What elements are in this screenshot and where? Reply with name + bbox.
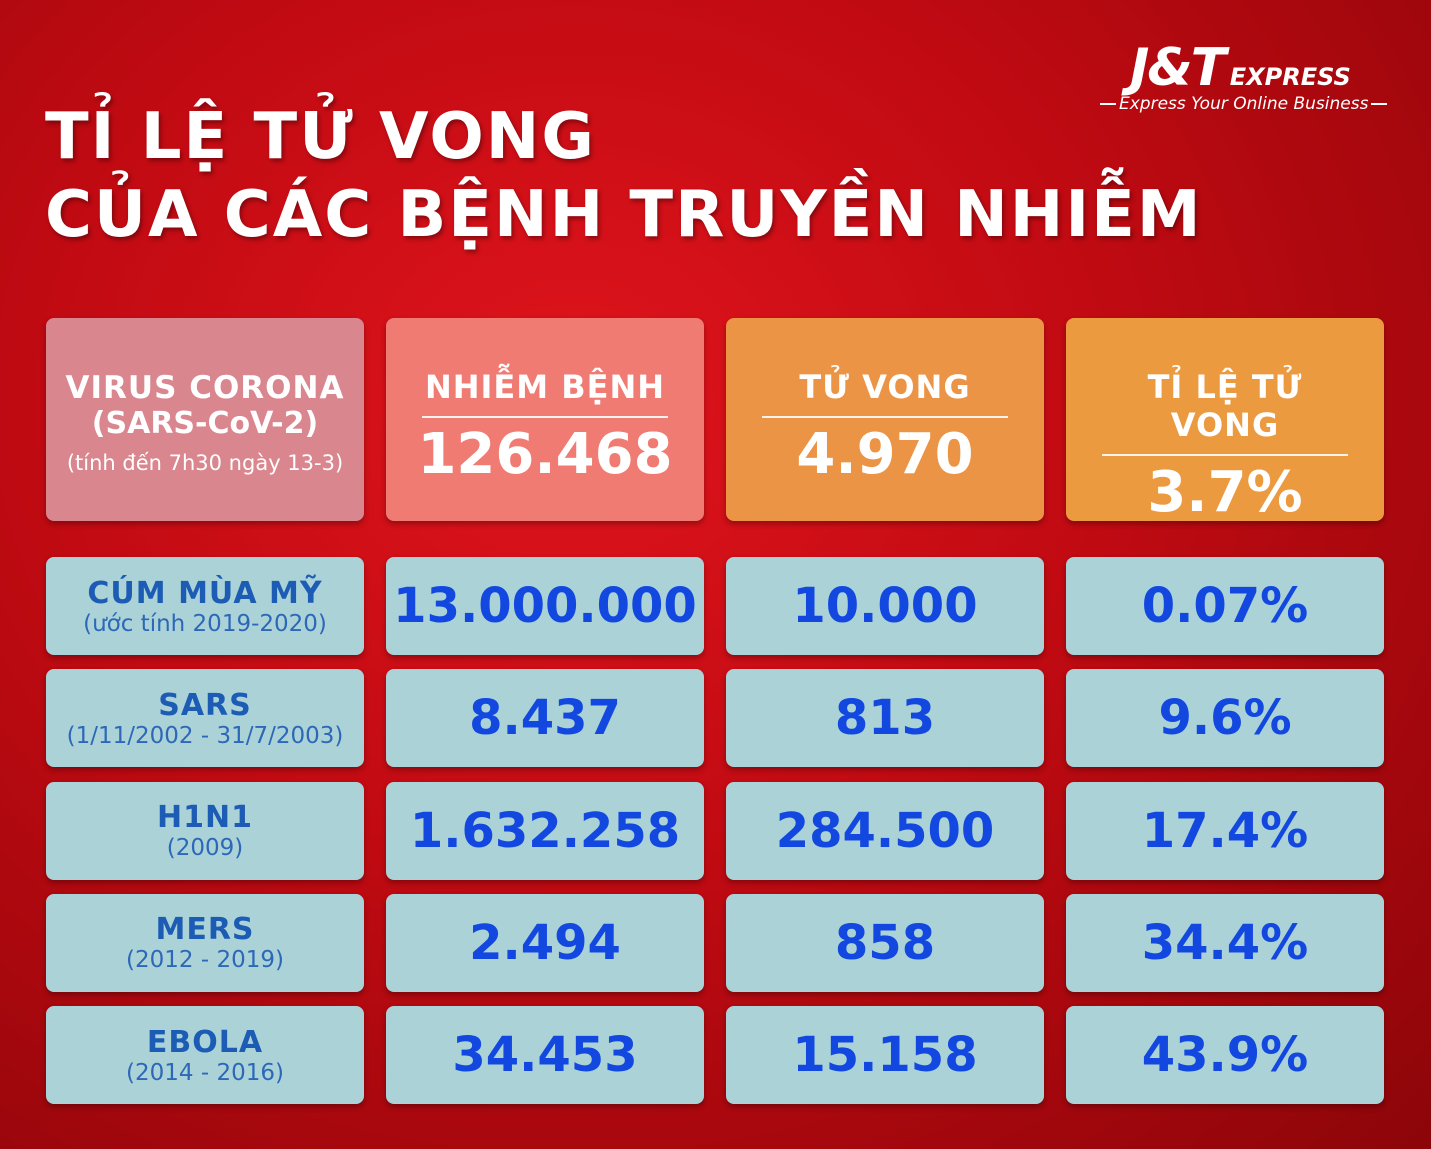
stat-card: 34.453 [386,1006,704,1105]
stat-value: 34.453 [452,1027,638,1084]
stat-card: 9.6% [1066,669,1384,768]
disease-period: (2014 - 2016) [126,1059,284,1086]
stat-card: 8.437 [386,669,704,768]
stat-value: 34.4% [1141,914,1309,971]
disease-name: H1N1 [157,800,253,836]
tagline-text: Express Your Online Business [1119,94,1369,114]
corona-name: VIRUS CORONA [65,370,345,406]
corona-stat: TỈ LỆ TỬ VONG 3.7% [1066,318,1384,525]
stat-value: 13.000.000 [393,578,697,634]
disease-card: CÚM MÙA MỸ (ước tính 2019-2020) [46,557,364,655]
disease-name: EBOLA [146,1024,264,1060]
stat-card: 284.500 [726,781,1044,880]
disease-name: SARS [158,687,252,723]
stat-value: 17.4% [1141,802,1309,859]
disease-card: SARS (1/11/2002 - 31/7/2003) [46,669,364,768]
stat-value: 0.07% [1141,578,1309,634]
corona-note: (tính đến 7h30 ngày 13-3) [66,451,344,475]
stat-label: TỬ VONG [762,368,1008,418]
corona-stat: NHIỄM BỆNH 126.468 [386,318,704,521]
stat-label: NHIỄM BỆNH [422,368,668,418]
disease-card: EBOLA (2014 - 2016) [46,1006,364,1105]
stat-value: 3.7% [1147,460,1303,525]
stat-card: 1.632.258 [386,781,704,880]
stat-value: 1.632.258 [409,802,681,859]
stat-card: 858 [726,893,1044,992]
stat-card: 15.158 [726,1006,1044,1105]
disease-name: CÚM MÙA MỸ [87,575,323,611]
stat-card: 34.4% [1066,893,1384,992]
stat-value: 813 [834,690,936,747]
disease-period: (ước tính 2019-2020) [83,610,327,637]
logo: J&T EXPRESS [1130,38,1351,98]
stat-card: 10.000 [726,557,1044,655]
stat-card: 0.07% [1066,557,1384,655]
disease-name: MERS [155,912,255,948]
disease-period: (2012 - 2019) [126,947,284,974]
stat-value: 126.468 [417,422,673,487]
stat-label: TỈ LỆ TỬ VONG [1102,368,1348,456]
disease-card: H1N1 (2009) [46,781,364,880]
stat-value: 2.494 [469,914,621,971]
logo-sub: EXPRESS [1229,63,1351,91]
logo-brand: J&T [1130,38,1226,98]
corona-code: (SARS-CoV-2) [91,406,319,441]
stat-card: 17.4% [1066,781,1384,880]
title-line: TỈ LỆ TỬ VONG [45,100,596,174]
corona-card: VIRUS CORONA (SARS-CoV-2) (tính đến 7h30… [46,318,364,521]
disease-period: (2009) [166,835,244,862]
stat-value: 858 [834,914,936,971]
stat-value: 284.500 [775,802,995,859]
stat-value: 4.970 [796,422,974,487]
disease-period: (1/11/2002 - 31/7/2003) [66,722,344,749]
stat-value: 15.158 [792,1027,978,1084]
stat-value: 10.000 [792,578,978,634]
stat-value: 9.6% [1158,690,1292,747]
stat-card: 43.9% [1066,1006,1384,1105]
stat-card: 13.000.000 [386,557,704,655]
disease-card: MERS (2012 - 2019) [46,893,364,992]
stat-value: 43.9% [1141,1027,1309,1084]
title-line: CỦA CÁC BỆNH TRUYỀN NHIỄM [45,178,1203,252]
corona-stat: TỬ VONG 4.970 [726,318,1044,521]
tagline: Express Your Online Business [1100,94,1388,114]
stat-value: 8.437 [469,690,621,747]
stat-card: 813 [726,669,1044,768]
stat-card: 2.494 [386,893,704,992]
